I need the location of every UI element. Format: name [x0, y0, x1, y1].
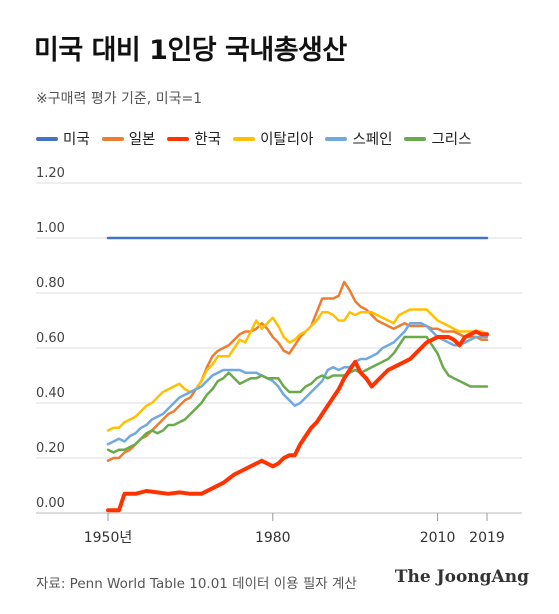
x-tick-label: 1950년: [84, 530, 133, 546]
chart-title: 미국 대비 1인당 국내총생산: [34, 35, 347, 66]
legend-swatch: [404, 136, 427, 141]
legend-label: 한국: [194, 132, 222, 148]
legend-label: 스페인: [352, 132, 393, 148]
y-tick-label: 0.60: [36, 331, 65, 346]
y-tick-label: 0.80: [36, 276, 65, 291]
x-tick-label: 2010: [420, 530, 456, 546]
legend-swatch: [167, 136, 190, 141]
y-tick-label: 0.00: [36, 496, 65, 511]
line-chart: 0.00 0.20 0.40 0.60 0.80 1.00 1.20 1950년 1980 20…: [36, 166, 522, 546]
legend-item: 이탈리아: [233, 128, 313, 149]
legend-item: 스페인: [325, 128, 392, 149]
y-tick-label: 0.40: [36, 386, 65, 401]
legend-item: 미국: [36, 128, 90, 149]
series-line: [106, 329, 489, 513]
x-tick-label: 1980: [255, 530, 291, 546]
legend-item: 한국: [167, 128, 221, 149]
legend: 미국 일본 한국 이탈리아 스페인 그리스: [36, 128, 472, 149]
source-note: 자료: Penn World Table 10.01 데이터 이용 필자 계산: [36, 576, 357, 592]
legend-label: 미국: [63, 132, 90, 148]
legend-label: 그리스: [431, 132, 472, 148]
series-line: [106, 335, 489, 454]
legend-swatch: [233, 136, 256, 141]
series-line: [106, 280, 489, 463]
y-tick-label: 1.20: [36, 166, 65, 181]
chart-subtitle: ※구매력 평가 기준, 미국=1: [36, 91, 203, 107]
series-line: [106, 308, 489, 432]
legend-swatch: [101, 136, 124, 141]
legend-label: 일본: [128, 132, 156, 148]
x-tick-label: 2019: [469, 530, 505, 546]
brand-logo: The JoongAng: [394, 567, 529, 587]
y-tick-label: 1.00: [36, 221, 65, 236]
legend-swatch: [36, 136, 58, 141]
legend-swatch: [325, 136, 348, 141]
series-line: [106, 322, 489, 446]
legend-item: 그리스: [404, 128, 472, 149]
y-tick-label: 0.20: [36, 441, 65, 456]
legend-label: 이탈리아: [260, 132, 314, 148]
legend-item: 일본: [101, 128, 156, 149]
